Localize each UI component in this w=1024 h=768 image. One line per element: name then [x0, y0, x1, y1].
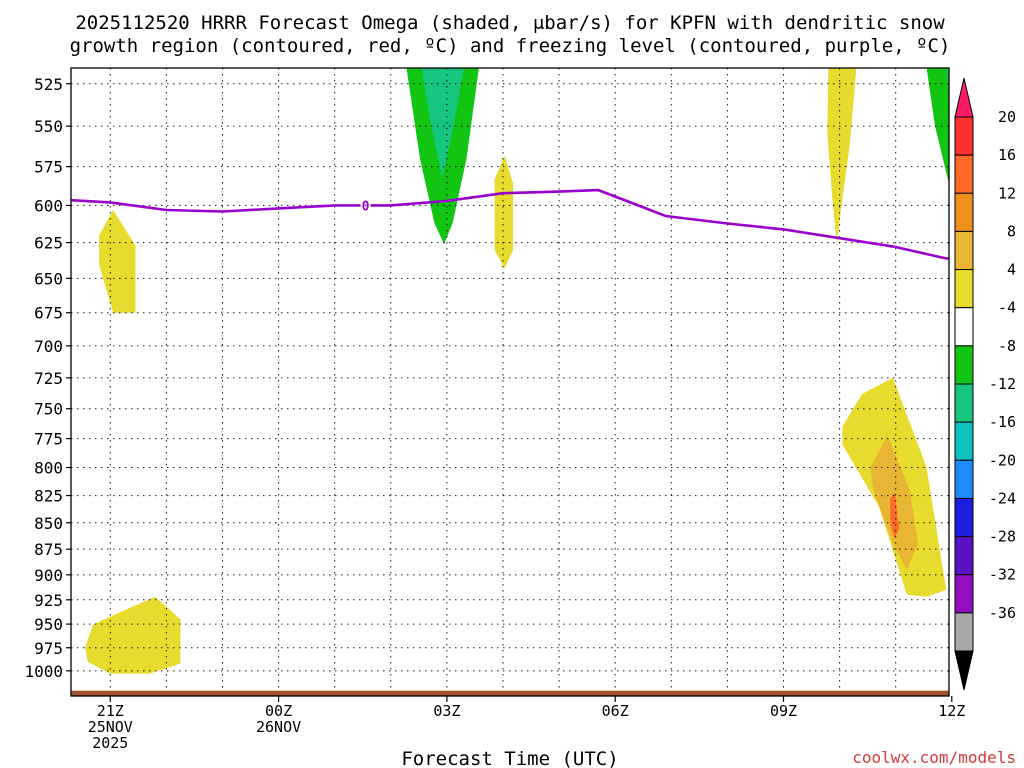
- y-tick-label-925: 925: [34, 591, 63, 610]
- plot-area: 0: [71, 68, 949, 696]
- y-tick-label-875: 875: [34, 540, 63, 559]
- y-tick-label-750: 750: [34, 400, 63, 419]
- y-tick-label-600: 600: [34, 196, 63, 215]
- colorbar-top-arrow: [954, 77, 974, 118]
- y-tick-label-825: 825: [34, 487, 63, 506]
- colorbar-label-2: 16: [998, 146, 1016, 164]
- colorbar-label-10: -20: [989, 451, 1016, 469]
- y-tick-label-625: 625: [34, 234, 63, 253]
- freezing-level-label: 0: [362, 199, 370, 214]
- ground-strip: [71, 690, 949, 696]
- colorbar-band-9: [954, 421, 974, 461]
- site-credit: coolwx.com/models: [852, 748, 1016, 767]
- y-tick-label-700: 700: [34, 337, 63, 356]
- gridlines: [71, 68, 949, 696]
- x-tick-label-9-line-1: 06Z: [602, 702, 629, 720]
- colorbar-label-1: 20: [998, 108, 1016, 126]
- colorbar-band-5: [954, 269, 974, 309]
- freezing-level-line: [71, 188, 949, 260]
- colorbar-band-7: [954, 345, 974, 385]
- y-tick-label-900: 900: [34, 566, 63, 585]
- y-tick-label-525: 525: [34, 75, 63, 94]
- colorbar-label-12: -28: [989, 528, 1016, 546]
- omega-region-13: [890, 492, 900, 539]
- omega-region-10: [85, 596, 181, 674]
- y-tick-label-950: 950: [34, 615, 63, 634]
- y-tick-label-1000: 1000: [24, 662, 63, 681]
- omega-region-7: [494, 155, 514, 269]
- x-tick-label-3-line-2: 26NOV: [256, 718, 301, 736]
- ground-layer: [71, 690, 949, 696]
- colorbar-band-10: [954, 459, 974, 499]
- colorbar-label-6: -4: [998, 299, 1016, 317]
- x-tick-label-6-line-1: 03Z: [433, 702, 460, 720]
- y-tick-label-550: 550: [34, 117, 63, 136]
- omega-region-3: [926, 68, 949, 184]
- y-tick-label-775: 775: [34, 430, 63, 449]
- colorbar-label-5: 4: [1007, 261, 1016, 279]
- colorbar-band-2: [954, 154, 974, 194]
- colorbar-label-14: -36: [989, 604, 1016, 622]
- omega-shaded-regions: [85, 68, 949, 674]
- freezing-level-label-backing: [360, 198, 371, 213]
- colorbar-band-3: [954, 192, 974, 232]
- y-axis-pressure-ticks: 525 550 575 600 625 650 675 700 725 750 775 800 825 8…: [24, 75, 71, 681]
- colorbar-band-11: [954, 497, 974, 538]
- colorbar-band-12: [954, 536, 974, 576]
- x-axis-label: Forecast Time (UTC): [401, 748, 618, 768]
- colorbar-label-7: -8: [998, 337, 1016, 355]
- omega-region-2: [421, 68, 464, 178]
- omega-region-6: [99, 210, 136, 313]
- x-tick-label-0-line-2: 25NOV: [88, 718, 133, 736]
- x-tick-label-12-line-1: 09Z: [770, 702, 797, 720]
- y-tick-label-650: 650: [34, 269, 63, 288]
- omega-colorbar: 20 16 12 8 4 -4 -8 -12 -16 -20 -24 -28 -32 -36: [954, 77, 1016, 691]
- colorbar-band-8: [954, 383, 974, 423]
- colorbar-label-13: -32: [989, 566, 1016, 584]
- colorbar-label-8: -12: [989, 375, 1016, 393]
- x-tick-label-15-line-1: 12Z: [938, 702, 965, 720]
- colorbar-band-1: [954, 116, 974, 156]
- y-tick-label-575: 575: [34, 158, 63, 177]
- colorbar-bottom-arrow: [954, 650, 974, 691]
- y-tick-label-800: 800: [34, 459, 63, 478]
- chart-title-line-1: 2025112520 HRRR Forecast Omega (shaded, …: [75, 12, 945, 34]
- x-tick-label-0-line-3: 2025: [92, 734, 128, 752]
- x-tick-label-0-line-1: 21Z: [97, 702, 124, 720]
- chart-title-line-2: growth region (contoured, red, ºC) and f…: [70, 35, 951, 57]
- omega-region-4: [946, 68, 949, 89]
- colorbar-label-4: 8: [1007, 222, 1016, 240]
- colorbar-label-3: 12: [998, 184, 1016, 202]
- colorbar-band-13: [954, 574, 974, 614]
- colorbar-band-14: [954, 612, 974, 652]
- colorbar-label-11: -24: [989, 489, 1016, 507]
- y-tick-label-850: 850: [34, 514, 63, 533]
- y-tick-label-725: 725: [34, 369, 63, 388]
- x-tick-label-3-line-1: 00Z: [265, 702, 292, 720]
- colorbar-band-4: [954, 230, 974, 271]
- y-tick-label-975: 975: [34, 639, 63, 658]
- colorbar-label-9: -16: [989, 413, 1016, 431]
- plot-frame: [70, 67, 950, 697]
- colorbar-band-6: [954, 307, 974, 347]
- freezing-level-layer: 0: [71, 188, 949, 260]
- omega-region-8: [827, 68, 857, 245]
- y-tick-label-675: 675: [34, 304, 63, 323]
